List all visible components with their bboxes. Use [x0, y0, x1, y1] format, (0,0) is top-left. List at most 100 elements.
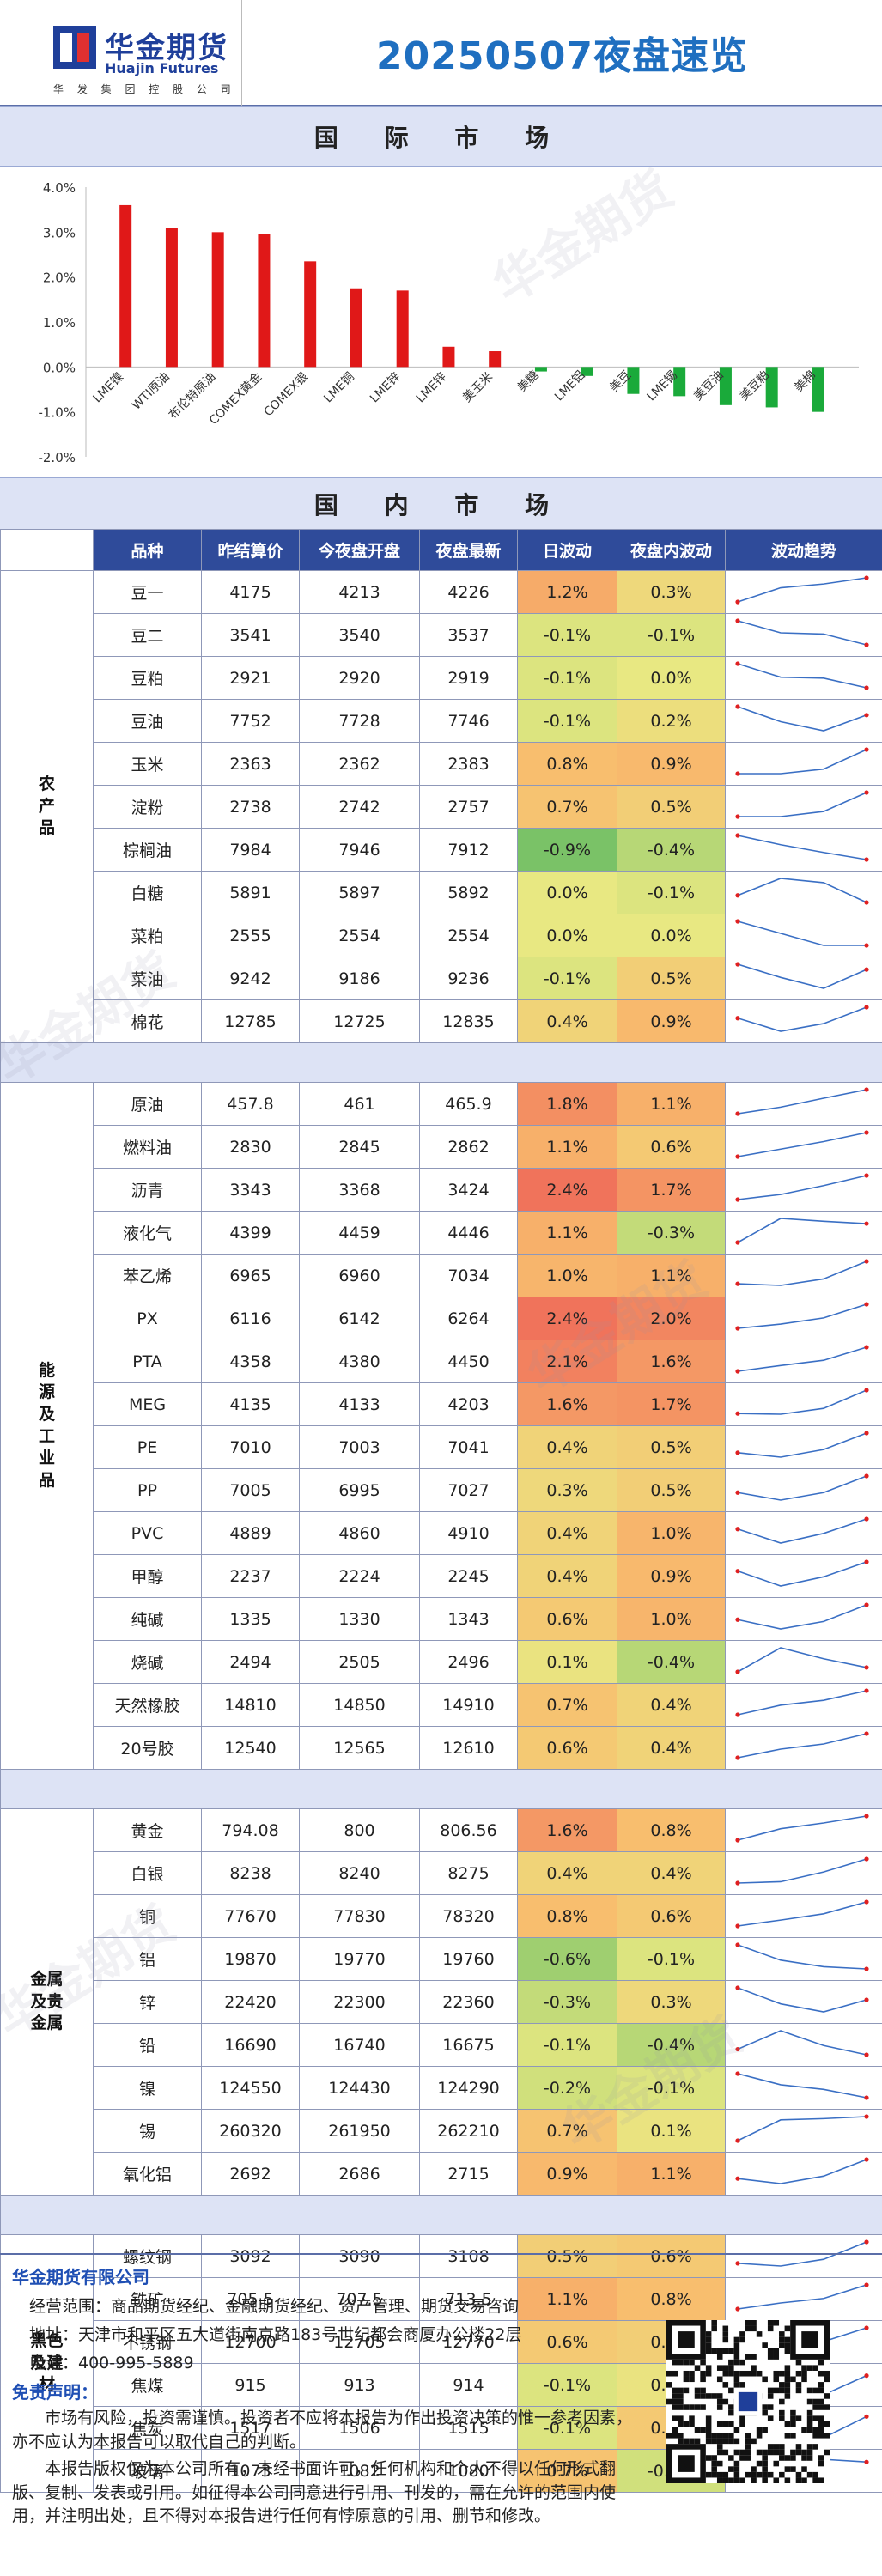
sparkline-path	[737, 1218, 867, 1243]
sparkline-end-dot	[864, 1602, 869, 1607]
sparkline-start-dot	[735, 1617, 740, 1622]
night-change: 0.0%	[617, 914, 726, 957]
night-open: 4380	[299, 1340, 420, 1383]
day-change: -0.2%	[517, 2066, 617, 2110]
night-change: 0.6%	[617, 1125, 726, 1169]
night-open: 12725	[299, 999, 420, 1043]
trend-sparkline	[725, 1511, 882, 1555]
sparkline-path	[737, 1647, 867, 1673]
footer: 华金期货有限公司 经营范围：商品期货经纪、金融期货经纪、资产管理、期货交易咨询 …	[0, 2253, 882, 2576]
sparkline-path	[737, 1089, 867, 1115]
commodity-name: 锡	[93, 2109, 202, 2153]
header-night: 夜盘内波动	[617, 529, 726, 571]
international-section-title: 国 际 市 场	[0, 106, 882, 167]
night-change: 0.5%	[617, 957, 726, 1000]
night-open: 6142	[299, 1297, 420, 1340]
night-last: 12610	[419, 1726, 518, 1770]
prev-settle: 19870	[201, 1937, 300, 1981]
prev-settle: 124550	[201, 2066, 300, 2110]
night-change: -0.1%	[617, 2066, 726, 2110]
sparkline-start-dot	[735, 2176, 740, 2181]
table-row: 沥青 3343 3368 3424 2.4% 1.7%	[1, 1168, 882, 1212]
night-last: 2496	[419, 1640, 518, 1684]
prev-settle: 2692	[201, 2152, 300, 2196]
prev-settle: 1335	[201, 1597, 300, 1641]
night-change: 0.9%	[617, 742, 726, 786]
sparkline-start-dot	[735, 771, 740, 776]
night-open: 2362	[299, 742, 420, 786]
group-label: 金属 及贵 金属	[0, 1808, 94, 2196]
commodity-name: 豆粕	[93, 656, 202, 700]
commodity-name: 天然橡胶	[93, 1683, 202, 1727]
bar	[719, 367, 732, 405]
disclaimer-p1: 市场有风险，投资需谨慎。投资者不应将本报告为作出投资决策的惟一参考因素，亦不应认…	[12, 2409, 633, 2451]
sparkline-path	[737, 1475, 867, 1501]
prev-settle: 12540	[201, 1726, 300, 1770]
sparkline-path	[737, 2073, 867, 2099]
y-tick-label: 1.0%	[43, 315, 76, 331]
night-open: 4213	[299, 570, 420, 614]
header: 华金期货 Huajin Futures 华 发 集 团 控 股 公 司 2025…	[0, 0, 882, 106]
x-tick-label: LME锌	[414, 370, 450, 406]
bar	[396, 290, 409, 368]
sparkline-end-dot	[864, 2157, 869, 2162]
day-change: -0.3%	[517, 1980, 617, 2024]
table-row: 玉米 2363 2362 2383 0.8% 0.9%	[1, 742, 882, 786]
night-last: 7746	[419, 699, 518, 743]
table-row: 铜 77670 77830 78320 0.8% 0.6%	[1, 1894, 882, 1938]
trend-sparkline	[725, 2234, 882, 2278]
table-row: 棕榈油 7984 7946 7912 -0.9% -0.4%	[1, 828, 882, 872]
table-row: 淀粉 2738 2742 2757 0.7% 0.5%	[1, 785, 882, 829]
footer-address: 地址：天津市和平区五大道街南京路183号世纪都会商厦办公楼22层	[29, 2325, 522, 2344]
company-logo: 华金期货 Huajin Futures 华 发 集 团 控 股 公 司	[0, 0, 242, 106]
trend-sparkline	[725, 570, 882, 614]
prev-settle: 2555	[201, 914, 300, 957]
commodity-name: PVC	[93, 1511, 202, 1555]
night-open: 2224	[299, 1554, 420, 1598]
prev-settle: 260320	[201, 2109, 300, 2153]
bar	[304, 261, 317, 368]
commodity-name: 玉米	[93, 742, 202, 786]
trend-sparkline	[725, 699, 882, 743]
night-last: 6264	[419, 1297, 518, 1340]
night-last: 8275	[419, 1851, 518, 1895]
day-change: 1.1%	[517, 1125, 617, 1169]
day-change: 0.3%	[517, 1468, 617, 1512]
sparkline-start-dot	[735, 2046, 740, 2052]
commodity-name: 白银	[93, 1851, 202, 1895]
prev-settle: 6965	[201, 1254, 300, 1297]
commodity-name: 20号胶	[93, 1726, 202, 1770]
table-row: 菜粕 2555 2554 2554 0.0% 0.0%	[1, 914, 882, 957]
sparkline-start-dot	[735, 1369, 740, 1374]
day-change: 0.4%	[517, 999, 617, 1043]
sparkline-start-dot	[735, 2261, 740, 2266]
bar	[489, 351, 502, 368]
table-header-row: 品种 昨结算价 今夜盘开盘 夜盘最新 日波动 夜盘内波动 波动趋势	[0, 529, 882, 571]
prev-settle: 77670	[201, 1894, 300, 1938]
table-row: 燃料油 2830 2845 2862 1.1% 0.6%	[1, 1125, 882, 1169]
prev-settle: 16690	[201, 2023, 300, 2067]
night-change: 0.9%	[617, 999, 726, 1043]
day-change: 0.4%	[517, 1511, 617, 1555]
table-row: 豆粕 2921 2920 2919 -0.1% 0.0%	[1, 656, 882, 700]
trend-sparkline	[725, 613, 882, 657]
night-open: 2920	[299, 656, 420, 700]
day-change: 1.8%	[517, 1082, 617, 1126]
sparkline-start-dot	[735, 599, 740, 605]
sparkline-start-dot	[735, 2138, 740, 2143]
trend-sparkline	[725, 1297, 882, 1340]
sparkline-end-dot	[864, 1997, 869, 2002]
night-last: 22360	[419, 1980, 518, 2024]
night-change: -0.1%	[617, 613, 726, 657]
header-day: 日波动	[517, 529, 617, 571]
night-last: 4910	[419, 1511, 518, 1555]
night-last: 4450	[419, 1340, 518, 1383]
night-change: 0.4%	[617, 1726, 726, 1770]
x-tick-label: LME镍	[90, 370, 126, 406]
trend-sparkline	[725, 1554, 882, 1598]
bar	[442, 346, 455, 368]
x-tick-label: COMEX银	[262, 370, 311, 419]
night-last: 1080	[419, 2449, 518, 2493]
night-last: 12835	[419, 999, 518, 1043]
night-open: 12565	[299, 1726, 420, 1770]
